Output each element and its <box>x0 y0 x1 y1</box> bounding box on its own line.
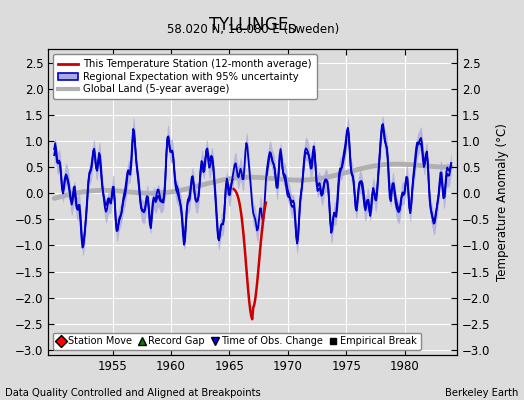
Text: Berkeley Earth: Berkeley Earth <box>445 388 519 398</box>
Title: TYLLINGE$_\mathregular{D}$: TYLLINGE$_\mathregular{D}$ <box>208 15 298 35</box>
Text: Data Quality Controlled and Aligned at Breakpoints: Data Quality Controlled and Aligned at B… <box>5 388 261 398</box>
Text: 58.020 N, 16.080 E (Sweden): 58.020 N, 16.080 E (Sweden) <box>167 23 339 36</box>
Legend: Station Move, Record Gap, Time of Obs. Change, Empirical Break: Station Move, Record Gap, Time of Obs. C… <box>53 332 421 350</box>
Y-axis label: Temperature Anomaly (°C): Temperature Anomaly (°C) <box>496 123 509 281</box>
